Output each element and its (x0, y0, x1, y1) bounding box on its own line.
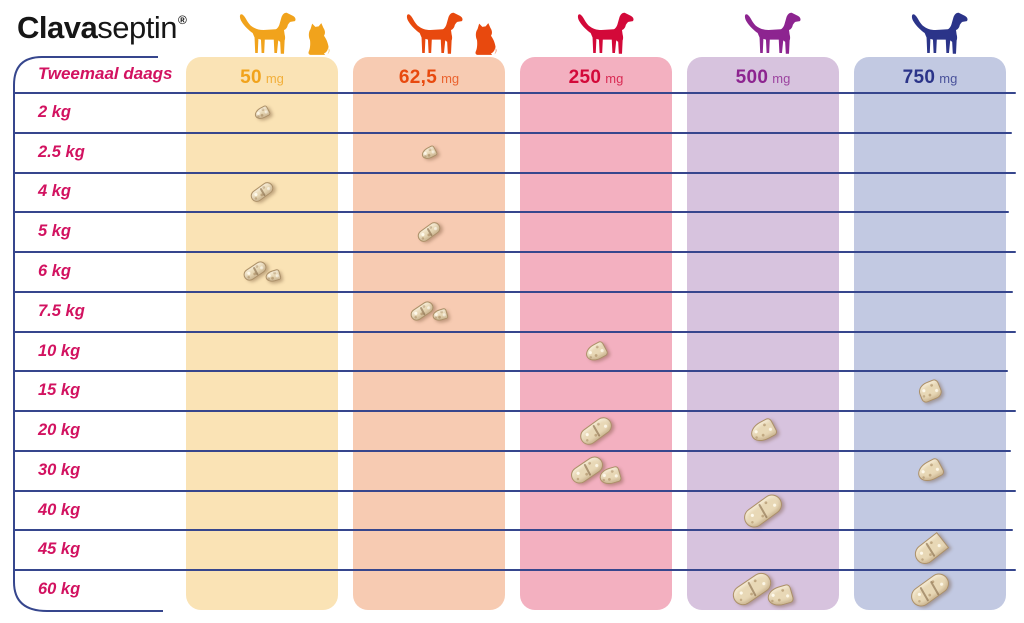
strength-unit: mg (939, 71, 958, 86)
row-divider (13, 569, 1016, 572)
strength-unit: mg (605, 71, 624, 86)
registered-mark: ® (177, 13, 187, 27)
strength-value: 62,5 (398, 67, 438, 88)
row-divider (13, 251, 1016, 254)
column-band-500mg: 500 mg (687, 57, 839, 610)
strength-value: 250 (568, 67, 602, 88)
row-divider (13, 449, 1011, 452)
cat-icon (308, 23, 330, 55)
strength-unit: mg (441, 71, 460, 86)
strength-value: 750 (902, 67, 936, 88)
weight-label-40kg: 40 kg (38, 500, 81, 519)
row-divider (13, 410, 1016, 413)
weight-label-60kg: 60 kg (38, 580, 81, 599)
row-divider (13, 330, 1016, 333)
dog-icon (911, 12, 968, 54)
column-band-62-5mg: 62,5 mg (353, 57, 505, 610)
weight-label-25kg: 2.5 kg (38, 142, 85, 161)
row-divider (13, 290, 1013, 293)
row-divider (13, 489, 1016, 492)
column-strength-label: 62,5 mg (353, 67, 505, 89)
brand-name-bold: Clava (17, 10, 98, 45)
row-divider (13, 131, 1012, 134)
row-divider (13, 92, 1016, 94)
column-band-250mg: 250 mg (520, 57, 672, 610)
row-divider (13, 529, 1013, 532)
dog-icon (406, 12, 463, 54)
column-strength-label: 750 mg (854, 67, 1006, 89)
weight-label-2kg: 2 kg (38, 102, 72, 121)
weight-label-20kg: 20 kg (38, 421, 81, 440)
dog-icon (577, 12, 634, 54)
weight-label-4kg: 4 kg (38, 182, 72, 201)
strength-value: 500 (735, 67, 769, 88)
column-band-50mg: 50 mg (186, 57, 338, 610)
weight-label-30kg: 30 kg (38, 460, 81, 479)
row-divider (13, 171, 1016, 174)
strength-unit: mg (265, 71, 284, 86)
column-strength-label: 50 mg (186, 67, 338, 89)
weight-label-10kg: 10 kg (38, 341, 81, 360)
brand-name-light: septin (97, 10, 177, 45)
schedule-label: Tweemaal daags (38, 64, 173, 83)
weight-label-15kg: 15 kg (38, 381, 81, 400)
weight-label-6kg: 6 kg (38, 262, 72, 281)
column-strength-label: 500 mg (687, 67, 839, 89)
dog-icon (744, 12, 801, 54)
brand-logo: Clavaseptin® (17, 10, 187, 46)
row-divider (13, 370, 1008, 373)
cat-icon (475, 23, 497, 55)
strength-value: 50 (240, 67, 262, 88)
strength-unit: mg (772, 71, 791, 86)
column-strength-label: 250 mg (520, 67, 672, 89)
weight-label-5kg: 5 kg (38, 222, 72, 241)
dog-icon (239, 12, 296, 54)
row-divider (13, 211, 1009, 214)
weight-label-75kg: 7.5 kg (38, 301, 85, 320)
weight-label-45kg: 45 kg (38, 540, 81, 559)
column-band-750mg: 750 mg (854, 57, 1006, 610)
